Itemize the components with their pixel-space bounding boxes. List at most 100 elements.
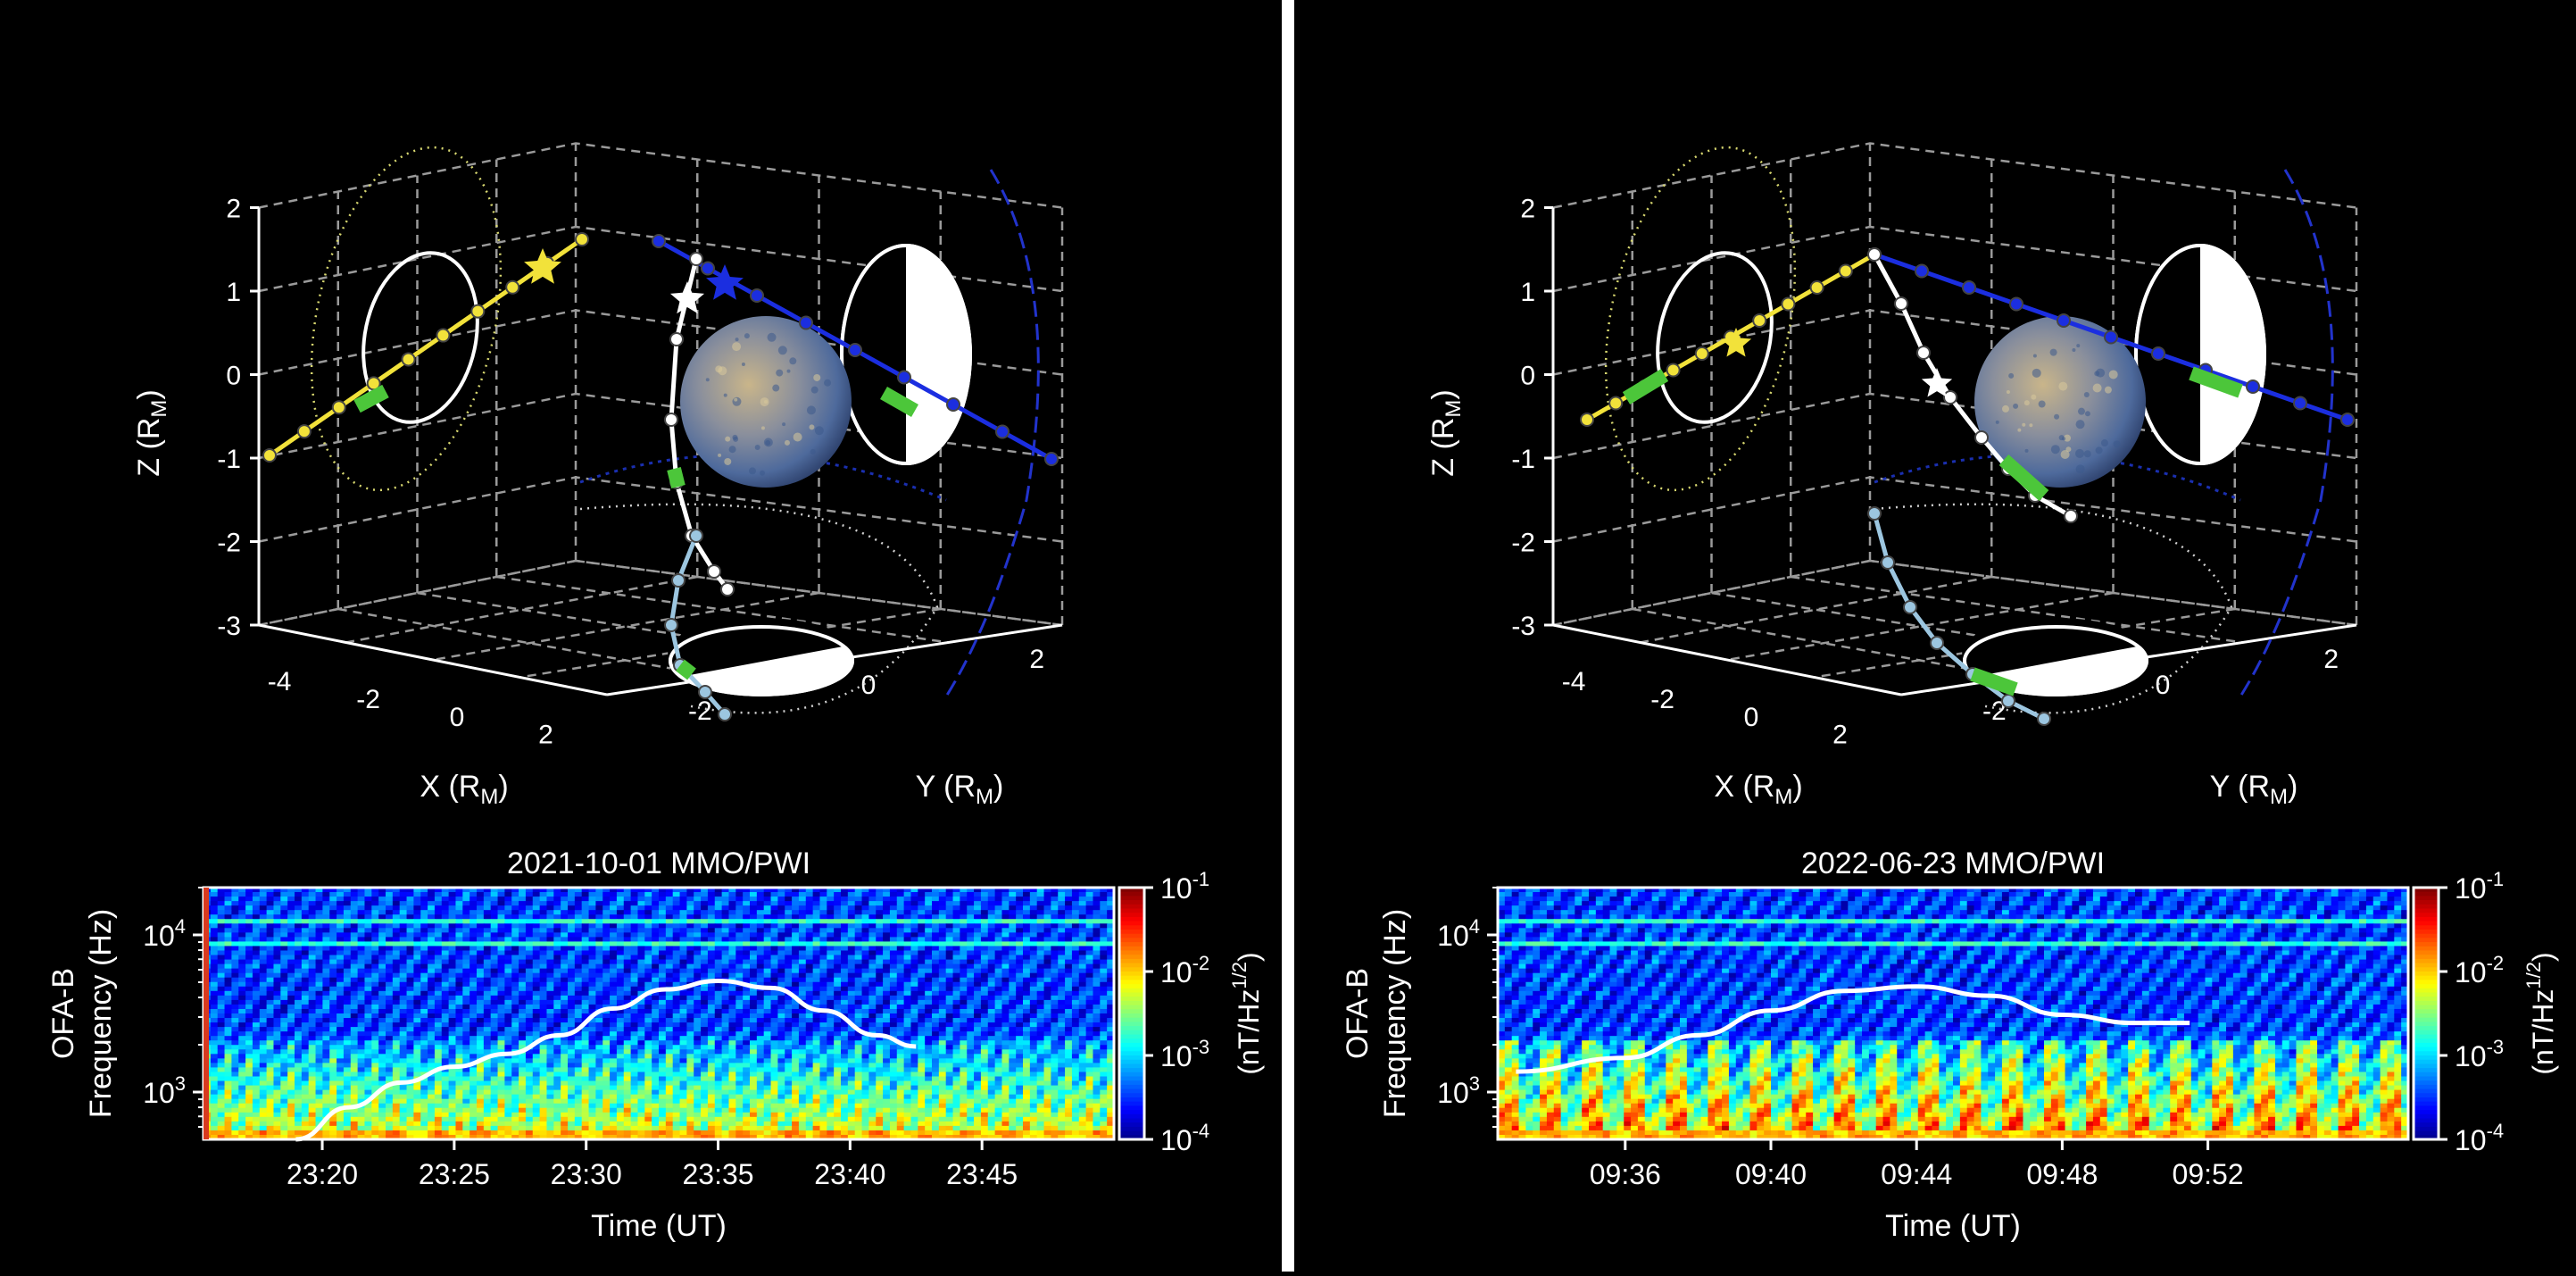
heatmap-cell <box>351 1045 358 1050</box>
heatmap-cell <box>981 1022 988 1028</box>
heatmap-cell <box>946 960 953 965</box>
heatmap-cell <box>750 960 757 965</box>
heatmap-cell <box>1023 1022 1030 1028</box>
heatmap-cell <box>904 1013 911 1019</box>
heatmap-cell <box>617 987 624 992</box>
heatmap-cell <box>302 932 309 938</box>
heatmap-cell <box>1051 1045 1058 1050</box>
heatmap-cell <box>435 951 442 956</box>
heatmap-cell <box>371 910 378 915</box>
heatmap-cell <box>624 1049 631 1055</box>
heatmap-cell <box>393 978 400 983</box>
heatmap-cell <box>546 1018 553 1023</box>
heatmap-cell <box>364 955 371 961</box>
heatmap-cell <box>813 978 820 983</box>
heatmap-cell <box>715 951 722 956</box>
heatmap-cell <box>995 923 1002 929</box>
heatmap-cell <box>469 960 477 965</box>
heatmap-cell <box>819 973 827 979</box>
heatmap-cell <box>659 897 666 902</box>
heatmap-cell <box>617 941 624 947</box>
heatmap-cell <box>946 1022 953 1028</box>
heatmap-cell <box>344 1049 351 1055</box>
heatmap-cell <box>981 991 988 997</box>
heatmap-cell <box>974 973 981 979</box>
heatmap-cell <box>806 892 813 897</box>
heatmap-cell <box>309 1040 316 1046</box>
heatmap-cell <box>386 1045 393 1050</box>
heatmap-cell <box>546 1045 553 1050</box>
heatmap-cell <box>757 1022 764 1028</box>
heatmap-cell <box>1100 1031 1107 1037</box>
heatmap-cell <box>897 901 904 906</box>
heatmap-cell <box>267 919 274 924</box>
heatmap-cell <box>680 1000 687 1005</box>
heatmap-cell <box>981 928 988 933</box>
heatmap-cell <box>231 923 238 929</box>
heatmap-cell <box>939 937 946 942</box>
heatmap-cell <box>344 910 351 915</box>
heatmap-cell <box>582 897 589 902</box>
heatmap-cell <box>1058 937 1065 942</box>
heatmap-cell <box>231 1022 238 1028</box>
heatmap-cell <box>834 897 841 902</box>
heatmap-cell <box>1079 914 1086 920</box>
heatmap-cell <box>393 905 400 911</box>
heatmap-cell <box>644 905 652 911</box>
heatmap-cell <box>455 919 462 924</box>
heatmap-cell <box>757 928 764 933</box>
heatmap-cell <box>883 919 890 924</box>
heatmap-cell <box>708 951 715 956</box>
heatmap-cell <box>337 1054 344 1059</box>
heatmap-cell <box>371 941 378 947</box>
heatmap-cell <box>1079 987 1086 992</box>
heatmap-cell <box>1009 1000 1016 1005</box>
heatmap-cell <box>953 901 960 906</box>
heatmap-cell <box>659 910 666 915</box>
heatmap-cell <box>504 1018 511 1023</box>
heatmap-cell <box>624 955 631 961</box>
heatmap-cell <box>897 951 904 956</box>
heatmap-cell <box>708 964 715 970</box>
heatmap-cell <box>771 978 778 983</box>
heatmap-cell <box>595 914 602 920</box>
heatmap-cell <box>260 964 267 970</box>
heatmap-cell <box>245 991 253 997</box>
heatmap-cell <box>1030 1045 1037 1050</box>
heatmap-cell <box>617 1027 624 1032</box>
heatmap-cell <box>995 937 1002 942</box>
heatmap-cell <box>792 1045 799 1050</box>
heatmap-cell <box>302 905 309 911</box>
heatmap-cell <box>1030 946 1037 951</box>
heatmap-cell <box>834 892 841 897</box>
heatmap-cell <box>967 1031 974 1037</box>
heatmap-cell <box>540 978 547 983</box>
heatmap-cell <box>351 905 358 911</box>
heatmap-cell <box>260 892 267 897</box>
heatmap-cell <box>540 1045 547 1050</box>
heatmap-cell <box>813 1018 820 1023</box>
heatmap-cell <box>750 923 757 929</box>
heatmap-cell <box>967 910 974 915</box>
heatmap-cell <box>309 905 316 911</box>
heatmap-cell <box>617 914 624 920</box>
heatmap-cell <box>764 897 771 902</box>
heatmap-cell <box>925 919 932 924</box>
heatmap-cell <box>918 1036 925 1041</box>
heatmap-cell <box>595 932 602 938</box>
heatmap-cell <box>715 1045 722 1050</box>
mercury-crater <box>765 440 770 446</box>
heatmap-cell <box>1044 991 1051 997</box>
heatmap-cell <box>834 978 841 983</box>
heatmap-cell <box>876 1049 883 1055</box>
heatmap-cell <box>771 991 778 997</box>
heatmap-cell <box>469 996 477 1001</box>
heatmap-cell <box>511 951 519 956</box>
heatmap-cell <box>253 919 260 924</box>
heatmap-cell <box>666 910 673 915</box>
heatmap-cell <box>819 982 827 988</box>
heatmap-cell <box>449 1000 456 1005</box>
heatmap-cell <box>511 1036 519 1041</box>
heatmap-cell <box>273 991 280 997</box>
x-axis-label-sub: M <box>480 785 498 809</box>
